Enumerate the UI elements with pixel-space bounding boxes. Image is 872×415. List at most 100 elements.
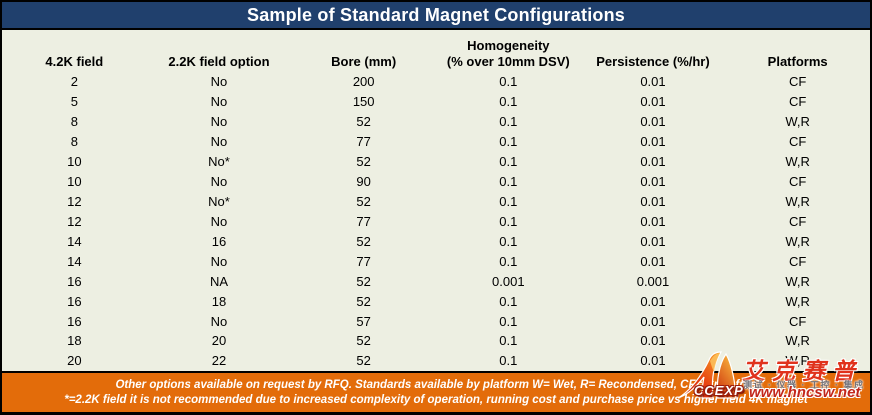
table-cell: 0.01 xyxy=(640,353,666,369)
table-cell: 0.001 xyxy=(492,273,525,289)
column-group-homogeneity-label: Homogeneity xyxy=(467,38,550,53)
table-cell: 0.1 xyxy=(499,353,518,369)
table-row: 18 20 52 0.1 0.01 W,R xyxy=(2,331,870,351)
table-row: 2 No 200 0.1 0.01 CF xyxy=(2,72,870,92)
column-header-homogeneity: Homogeneity (% over 10mm DSV) xyxy=(436,38,581,70)
table-cell: 14 xyxy=(67,233,82,249)
column-header-platforms: Platforms xyxy=(767,54,828,69)
table-cell: 2 xyxy=(70,74,78,90)
table-cell: 20 xyxy=(67,353,82,369)
table-cell: W,R xyxy=(785,114,810,130)
column-header-2-2k-field-option: 2.2K field option xyxy=(168,54,270,69)
column-header-bore: Bore (mm) xyxy=(331,54,397,69)
table-row: 14 No 77 0.1 0.01 CF xyxy=(2,251,870,271)
table-cell: No* xyxy=(208,154,230,170)
table-cell: 5 xyxy=(70,94,78,110)
table-cell: 77 xyxy=(356,213,371,229)
table-row: 16 18 52 0.1 0.01 W,R xyxy=(2,291,870,311)
table-row: 8 No 52 0.1 0.01 W,R xyxy=(2,112,870,132)
footer-note-options: Other options available on request by RF… xyxy=(115,379,757,391)
table-cell: 0.1 xyxy=(499,134,518,150)
table-row: 10 No* 52 0.1 0.01 W,R xyxy=(2,152,870,172)
table-cell: 12 xyxy=(67,193,82,209)
table-cell: 0.1 xyxy=(499,114,518,130)
table-cell: 52 xyxy=(356,353,371,369)
table-cell: 0.01 xyxy=(640,134,666,150)
table-cell: No xyxy=(210,114,228,130)
table-cell: CF xyxy=(788,313,807,329)
table-cell: 16 xyxy=(67,273,82,289)
table-cell: 0.01 xyxy=(640,313,666,329)
table-cell: 14 xyxy=(67,253,82,269)
table-cell: CF xyxy=(788,213,807,229)
table-body: 2 No 200 0.1 0.01 CF 5 No 150 0.1 0.01 CF 8 No 52 0.1 0.… xyxy=(2,72,870,371)
table-cell: 0.01 xyxy=(640,94,666,110)
table-cell: 0.1 xyxy=(499,154,518,170)
table-cell: 0.001 xyxy=(636,273,670,289)
table-cell: No xyxy=(210,253,228,269)
table-cell: No xyxy=(210,94,228,110)
table-cell: No xyxy=(210,313,228,329)
table-cell: NA xyxy=(209,273,229,289)
table-cell: 16 xyxy=(67,313,82,329)
table-cell: 0.1 xyxy=(499,213,518,229)
table-cell: CF xyxy=(788,94,807,110)
table-cell: 0.1 xyxy=(499,193,518,209)
table-cell: 52 xyxy=(356,233,371,249)
table-cell: No xyxy=(210,134,228,150)
table-cell: No xyxy=(210,174,228,190)
table-cell: 0.01 xyxy=(640,174,666,190)
table-row: 16 NA 52 0.001 0.001 W,R xyxy=(2,271,870,291)
footer-note-asterisk: *=2.2K field it is not recommended due t… xyxy=(64,394,808,406)
table-cell: CF xyxy=(788,253,807,269)
column-header-persistence: Persistence (%/hr) xyxy=(596,54,710,69)
table-cell: 150 xyxy=(352,94,375,110)
table-cell: 0.01 xyxy=(640,74,666,90)
table-cell: 77 xyxy=(356,134,371,150)
table-cell: 18 xyxy=(211,293,227,309)
table-cell: 200 xyxy=(352,74,375,90)
table-cell: 0.1 xyxy=(499,174,518,190)
table-cell: CF xyxy=(788,134,807,150)
table-cell: 12 xyxy=(67,213,82,229)
table-cell: 90 xyxy=(356,174,371,190)
table-cell: 0.01 xyxy=(640,213,666,229)
table-row: 12 No* 52 0.1 0.01 W,R xyxy=(2,192,870,212)
table-row: 8 No 77 0.1 0.01 CF xyxy=(2,132,870,152)
table-cell: 57 xyxy=(356,313,371,329)
table-cell: W,R xyxy=(785,353,810,369)
column-header-4-2k-field: 4.2K field xyxy=(45,54,104,69)
table-cell: 0.01 xyxy=(640,333,666,349)
table-cell: 0.1 xyxy=(499,233,518,249)
table-row: 12 No 77 0.1 0.01 CF xyxy=(2,211,870,231)
table-cell: 10 xyxy=(67,174,82,190)
table-cell: 8 xyxy=(70,134,78,150)
table-cell: 0.1 xyxy=(499,253,518,269)
table-cell: 8 xyxy=(70,114,78,130)
table-cell: 0.01 xyxy=(640,193,666,209)
table-cell: 16 xyxy=(211,233,227,249)
table-cell: No xyxy=(210,213,228,229)
table-cell: 0.1 xyxy=(499,293,518,309)
table-cell: 10 xyxy=(67,154,82,170)
table-row: 10 No 90 0.1 0.01 CF xyxy=(2,172,870,192)
table-cell: 52 xyxy=(356,293,371,309)
table-cell: 0.01 xyxy=(640,154,666,170)
table-cell: 22 xyxy=(211,353,227,369)
table-cell: No xyxy=(210,74,228,90)
table-cell: 0.01 xyxy=(640,114,666,130)
table-cell: 52 xyxy=(356,333,371,349)
table-cell: W,R xyxy=(785,154,810,170)
table-cell: 18 xyxy=(67,333,82,349)
table-cell: 20 xyxy=(211,333,227,349)
table-header-row: 4.2K field 2.2K field option Bore (mm) H… xyxy=(2,30,870,72)
table-row: 16 No 57 0.1 0.01 CF xyxy=(2,311,870,331)
table-cell: 77 xyxy=(356,253,371,269)
table-cell: W,R xyxy=(785,273,810,289)
table-cell: 52 xyxy=(356,273,371,289)
table-cell: 0.1 xyxy=(499,74,518,90)
table-row: 5 No 150 0.1 0.01 CF xyxy=(2,92,870,112)
table-cell: No* xyxy=(208,193,230,209)
column-header-homogeneity-sub: (% over 10mm DSV) xyxy=(446,54,570,69)
